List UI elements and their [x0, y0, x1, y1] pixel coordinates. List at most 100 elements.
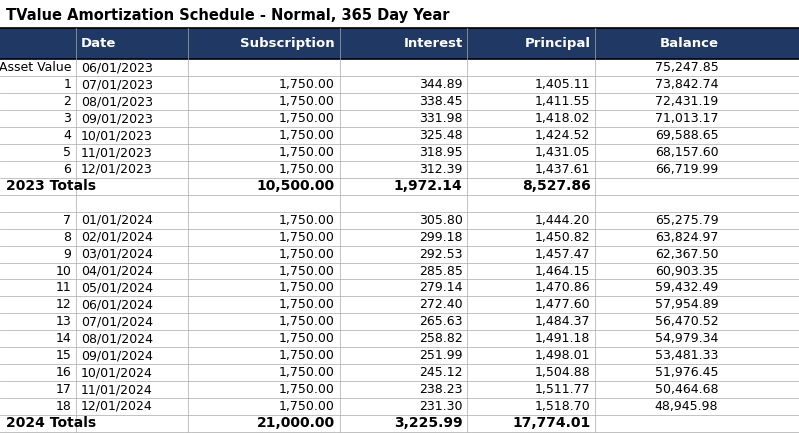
Text: Interest: Interest	[403, 37, 463, 50]
Text: 318.95: 318.95	[419, 146, 463, 159]
Text: 1,750.00: 1,750.00	[279, 231, 335, 243]
Bar	[0, 76, 799, 93]
Text: 17: 17	[55, 383, 71, 396]
Text: 04/01/2024: 04/01/2024	[81, 265, 153, 277]
Text: 1,750.00: 1,750.00	[279, 299, 335, 311]
Text: 245.12: 245.12	[419, 366, 463, 379]
Text: 305.80: 305.80	[419, 214, 463, 227]
Text: 325.48: 325.48	[419, 129, 463, 142]
Text: 1,750.00: 1,750.00	[279, 400, 335, 413]
Text: 1,418.02: 1,418.02	[535, 112, 590, 125]
Text: 10: 10	[55, 265, 71, 277]
Text: 1,750.00: 1,750.00	[279, 366, 335, 379]
Text: 11/01/2023: 11/01/2023	[81, 146, 153, 159]
Text: 73,842.74: 73,842.74	[655, 79, 718, 91]
Bar	[0, 59, 799, 76]
Text: 17,774.01: 17,774.01	[512, 416, 590, 431]
Bar	[0, 296, 799, 313]
Text: 1,498.01: 1,498.01	[535, 349, 590, 362]
Text: 6: 6	[63, 163, 71, 176]
Text: 10/01/2023: 10/01/2023	[81, 129, 153, 142]
Text: 4: 4	[63, 129, 71, 142]
Text: 62,367.50: 62,367.50	[655, 248, 718, 260]
Text: 65,275.79: 65,275.79	[654, 214, 718, 227]
Bar	[0, 364, 799, 381]
Text: Principal: Principal	[524, 37, 590, 50]
Text: 3,225.99: 3,225.99	[394, 416, 463, 431]
Bar	[0, 229, 799, 246]
Text: 06/01/2023: 06/01/2023	[81, 62, 153, 74]
Text: 1,750.00: 1,750.00	[279, 265, 335, 277]
Text: 231.30: 231.30	[419, 400, 463, 413]
Text: 1,464.15: 1,464.15	[535, 265, 590, 277]
Text: 1,457.47: 1,457.47	[535, 248, 590, 260]
Text: 344.89: 344.89	[419, 79, 463, 91]
Text: 1: 1	[63, 79, 71, 91]
Text: 1,750.00: 1,750.00	[279, 112, 335, 125]
Bar	[0, 415, 799, 432]
Text: 60,903.35: 60,903.35	[655, 265, 718, 277]
Text: 1,484.37: 1,484.37	[535, 316, 590, 328]
Bar	[0, 161, 799, 178]
Text: 14: 14	[55, 332, 71, 345]
Text: 03/01/2024: 03/01/2024	[81, 248, 153, 260]
Text: 251.99: 251.99	[419, 349, 463, 362]
Text: 5: 5	[63, 146, 71, 159]
Text: 63,824.97: 63,824.97	[655, 231, 718, 243]
Text: 1,750.00: 1,750.00	[279, 79, 335, 91]
Text: 258.82: 258.82	[419, 332, 463, 345]
Bar	[0, 330, 799, 347]
Text: 05/01/2024: 05/01/2024	[81, 282, 153, 294]
Text: Subscription: Subscription	[240, 37, 335, 50]
Bar	[0, 178, 799, 195]
Text: 68,157.60: 68,157.60	[654, 146, 718, 159]
Text: 1,504.88: 1,504.88	[535, 366, 590, 379]
Text: 21,000.00: 21,000.00	[256, 416, 335, 431]
Text: 2023 Totals: 2023 Totals	[6, 179, 97, 194]
Text: 312.39: 312.39	[419, 163, 463, 176]
Text: 9: 9	[63, 248, 71, 260]
Text: 1,444.20: 1,444.20	[535, 214, 590, 227]
Text: 7: 7	[63, 214, 71, 227]
Text: 12: 12	[55, 299, 71, 311]
Text: 331.98: 331.98	[419, 112, 463, 125]
Bar	[0, 93, 799, 110]
Text: 1,750.00: 1,750.00	[279, 316, 335, 328]
Text: 09/01/2023: 09/01/2023	[81, 112, 153, 125]
Text: 13: 13	[55, 316, 71, 328]
Text: 1,972.14: 1,972.14	[394, 179, 463, 194]
Text: TValue Amortization Schedule - Normal, 365 Day Year: TValue Amortization Schedule - Normal, 3…	[6, 8, 450, 23]
Bar	[0, 28, 799, 59]
Text: 1,750.00: 1,750.00	[279, 146, 335, 159]
Text: 8: 8	[63, 231, 71, 243]
Text: 1,518.70: 1,518.70	[535, 400, 590, 413]
Text: 238.23: 238.23	[419, 383, 463, 396]
Text: 53,481.33: 53,481.33	[655, 349, 718, 362]
Text: 1,450.82: 1,450.82	[535, 231, 590, 243]
Text: 08/01/2023: 08/01/2023	[81, 95, 153, 108]
Text: 1,437.61: 1,437.61	[535, 163, 590, 176]
Text: 1,750.00: 1,750.00	[279, 248, 335, 260]
Text: 1,431.05: 1,431.05	[535, 146, 590, 159]
Text: 1,750.00: 1,750.00	[279, 332, 335, 345]
Text: 16: 16	[55, 366, 71, 379]
Text: 1,750.00: 1,750.00	[279, 383, 335, 396]
Text: 1,511.77: 1,511.77	[535, 383, 590, 396]
Text: Date: Date	[81, 37, 116, 50]
Text: 1,470.86: 1,470.86	[535, 282, 590, 294]
Text: 02/01/2024: 02/01/2024	[81, 231, 153, 243]
Text: 75,247.85: 75,247.85	[654, 62, 718, 74]
Text: 07/01/2024: 07/01/2024	[81, 316, 153, 328]
Bar	[0, 381, 799, 398]
Bar	[0, 246, 799, 263]
Text: 10,500.00: 10,500.00	[256, 179, 335, 194]
Text: 3: 3	[63, 112, 71, 125]
Bar	[0, 263, 799, 279]
Text: 08/01/2024: 08/01/2024	[81, 332, 153, 345]
Text: 12/01/2023: 12/01/2023	[81, 163, 153, 176]
Text: 18: 18	[55, 400, 71, 413]
Text: 1,750.00: 1,750.00	[279, 129, 335, 142]
Text: 54,979.34: 54,979.34	[655, 332, 718, 345]
Text: 50,464.68: 50,464.68	[655, 383, 718, 396]
Text: 59,432.49: 59,432.49	[655, 282, 718, 294]
